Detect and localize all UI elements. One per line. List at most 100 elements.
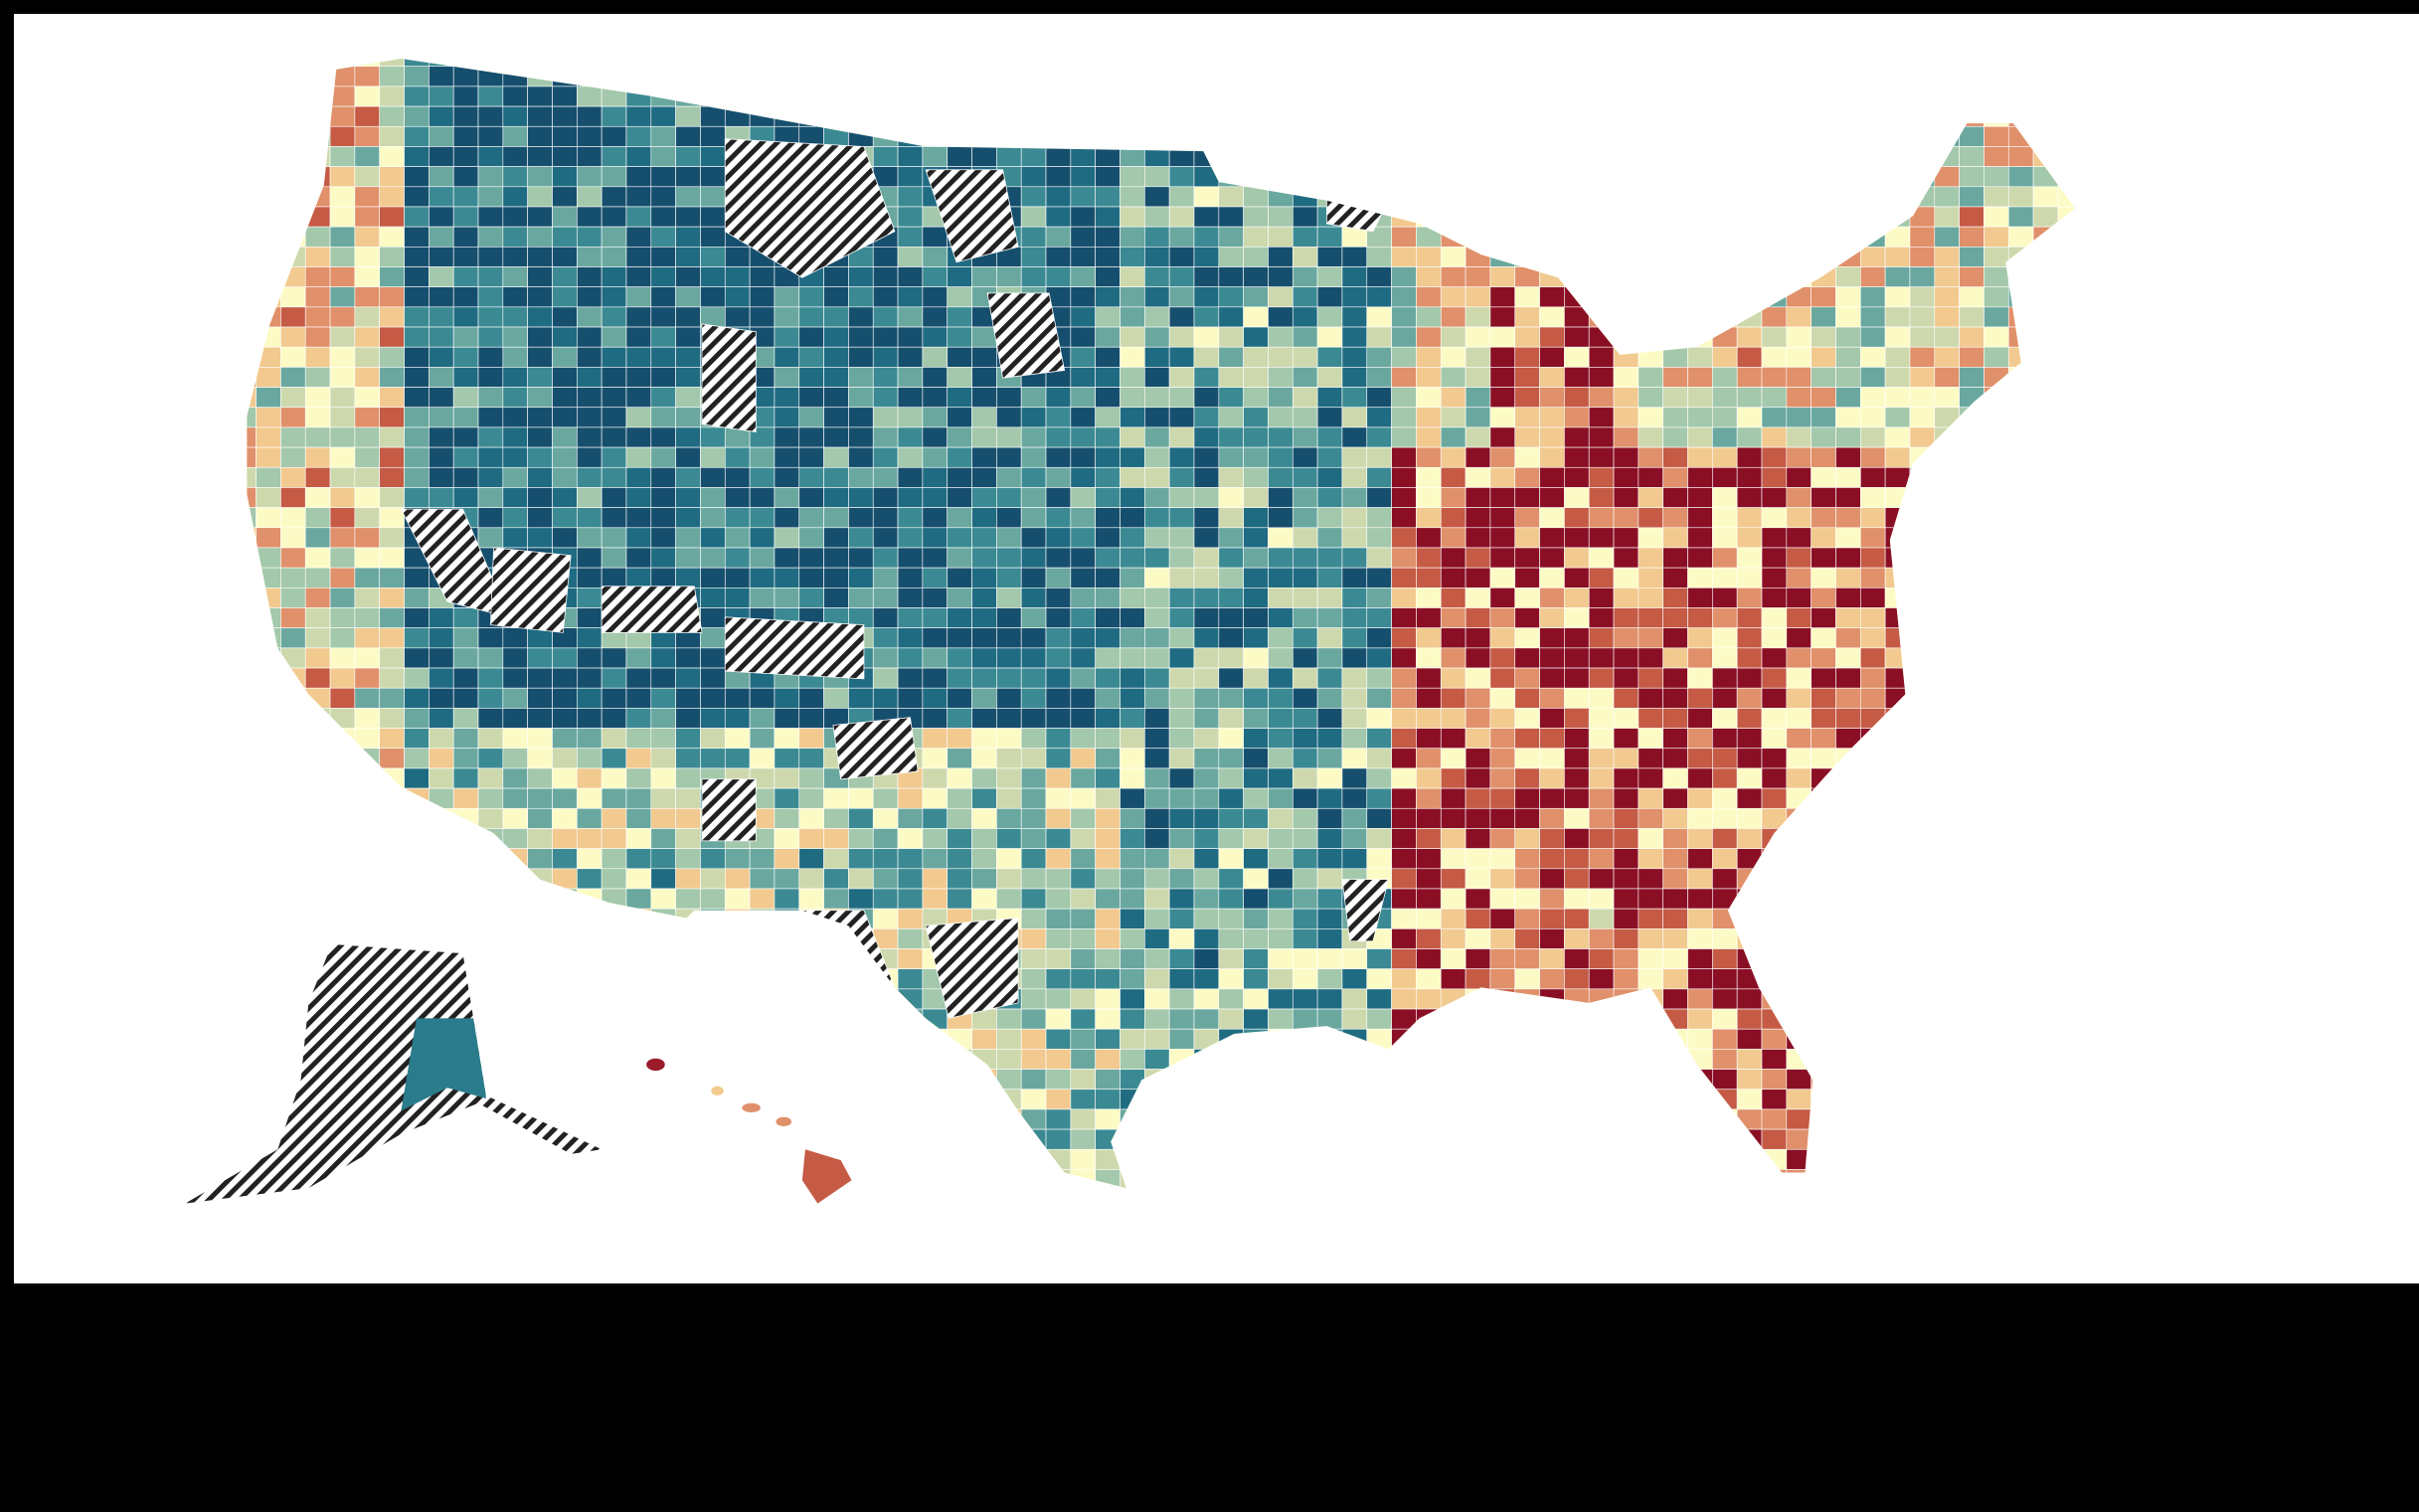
county (601, 387, 627, 409)
county (502, 186, 528, 208)
county (1761, 748, 1788, 769)
county (1218, 1008, 1244, 1030)
county (774, 828, 800, 849)
county (1539, 647, 1565, 669)
county (1613, 547, 1640, 569)
county (452, 426, 479, 448)
county (1120, 968, 1145, 990)
county (625, 888, 652, 910)
county (675, 446, 701, 468)
county (1489, 567, 1516, 588)
county (1588, 507, 1615, 529)
county (1416, 687, 1442, 709)
county (1811, 567, 1836, 588)
county (1440, 387, 1467, 409)
county (280, 426, 306, 448)
county (872, 547, 899, 569)
county (1391, 948, 1417, 969)
county (404, 767, 430, 789)
county (1218, 888, 1244, 910)
county (1859, 446, 1886, 468)
county (1243, 807, 1269, 829)
county (1341, 346, 1368, 368)
county (1168, 728, 1195, 750)
county (1564, 346, 1590, 368)
county (1687, 346, 1713, 368)
county (1489, 908, 1516, 929)
county (1045, 446, 1072, 468)
county (502, 667, 528, 689)
county (1070, 1108, 1096, 1130)
county (848, 787, 874, 809)
county (1662, 848, 1688, 870)
county (1416, 367, 1442, 388)
county (1366, 326, 1392, 348)
county (1316, 567, 1343, 588)
county (1761, 1028, 1788, 1050)
county (304, 547, 331, 569)
county (1120, 247, 1145, 267)
county (477, 306, 504, 328)
county (1095, 407, 1121, 428)
county (1193, 367, 1220, 388)
county (1218, 567, 1244, 588)
county (379, 206, 405, 228)
county (1416, 326, 1442, 348)
county (872, 286, 899, 308)
county (1761, 708, 1788, 729)
county (1070, 948, 1096, 969)
county (971, 426, 997, 448)
county (1193, 667, 1220, 689)
county (1465, 507, 1491, 529)
county (1316, 286, 1343, 308)
county (1316, 988, 1343, 1010)
county (1341, 266, 1368, 287)
county (601, 507, 627, 529)
county (675, 748, 701, 769)
county (1070, 1148, 1096, 1170)
county (1465, 767, 1491, 789)
county (1416, 446, 1442, 468)
county (1588, 607, 1615, 628)
county (625, 387, 652, 409)
county (1120, 206, 1145, 228)
county (1736, 346, 1763, 368)
county (1539, 466, 1565, 488)
county (1539, 948, 1565, 969)
county (379, 588, 405, 608)
county (527, 767, 553, 789)
county (1416, 306, 1442, 328)
county (452, 247, 479, 267)
county (1292, 828, 1318, 849)
county (1959, 306, 1985, 328)
county (947, 286, 972, 308)
county (774, 687, 800, 709)
county (675, 407, 701, 428)
county (1489, 487, 1516, 508)
county (527, 848, 553, 870)
county (280, 407, 306, 428)
county (1564, 407, 1590, 428)
county (1416, 868, 1442, 890)
county (1662, 588, 1688, 608)
county (1811, 426, 1836, 448)
county (1859, 286, 1886, 308)
county (379, 66, 405, 87)
county (452, 627, 479, 649)
county (1341, 1008, 1368, 1030)
county (1341, 807, 1368, 829)
county (1564, 787, 1590, 809)
county (552, 708, 578, 729)
county (1416, 787, 1442, 809)
county (1193, 908, 1220, 929)
county (1564, 527, 1590, 549)
county (996, 487, 1022, 508)
county (700, 527, 726, 549)
county (1366, 588, 1392, 608)
county (1292, 667, 1318, 689)
county (1761, 507, 1788, 529)
county (1144, 507, 1170, 529)
county (1489, 346, 1516, 368)
county (798, 787, 824, 809)
county (1440, 527, 1467, 549)
